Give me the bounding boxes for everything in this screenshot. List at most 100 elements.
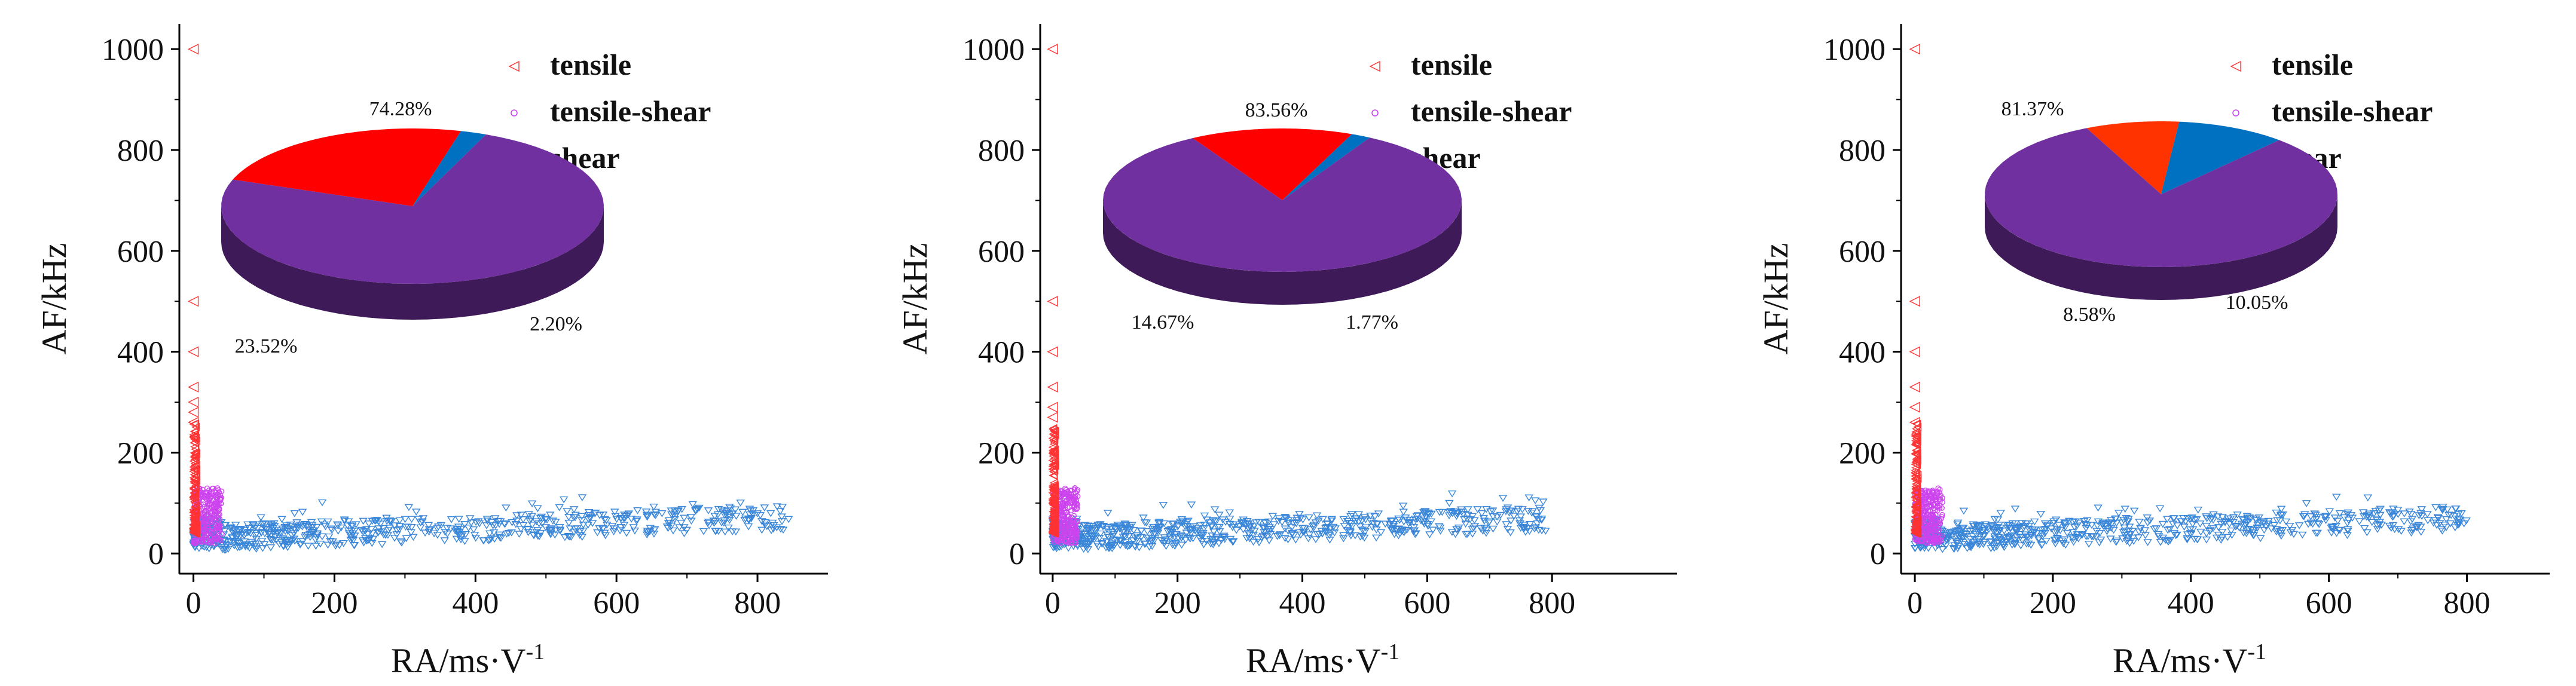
tensile-shear-point (1937, 486, 1943, 493)
shear-point (2423, 511, 2432, 518)
shear-point (2335, 510, 2345, 517)
x-axis-title: RA/ms·V-1 (2113, 639, 2266, 680)
shear-point (2120, 532, 2129, 540)
shear-point (1108, 542, 1117, 550)
tensile-outlier (1047, 44, 1058, 55)
shear-point (1996, 510, 2005, 517)
shear-point (1088, 534, 1097, 542)
shear-point (1264, 537, 1274, 544)
shear-point (1425, 511, 1434, 519)
shear-point (725, 504, 734, 511)
shear-point (2011, 520, 2020, 528)
shear-point (2235, 524, 2244, 532)
shear-point (2242, 527, 2251, 535)
shear-point (1524, 494, 1533, 502)
shear-point (2256, 535, 2265, 543)
shear-point (233, 531, 243, 538)
shear-point (1416, 517, 1426, 525)
shear-point (2103, 528, 2111, 535)
shear-point (1193, 528, 1203, 535)
shear-point (1479, 514, 1489, 522)
shear-point (1463, 506, 1472, 513)
shear-point (1182, 529, 1191, 537)
shear-point (1226, 516, 1234, 523)
tensile-shear-point (1929, 488, 1936, 494)
shear-point (482, 522, 491, 529)
tensile-point (1049, 505, 1059, 514)
shear-point (1309, 524, 1318, 532)
shear-point (1488, 507, 1498, 515)
tensile-shear-point (1064, 500, 1070, 506)
shear-point (2248, 529, 2257, 537)
tensile-shear-point (206, 540, 212, 546)
tensile-shear-point (1072, 522, 1079, 528)
tensile-shear-point (1922, 492, 1929, 498)
shear-point (2019, 525, 2028, 532)
shear-point (442, 525, 452, 532)
shear-point (523, 525, 533, 533)
shear-point (1987, 538, 1996, 546)
shear-point (612, 516, 621, 523)
shear-point (1160, 534, 1169, 541)
tensile-shear-point (200, 510, 206, 516)
shear-point (600, 516, 609, 523)
tensile-shear-point (1939, 514, 1945, 520)
shear-point (308, 528, 317, 536)
shear-point (2454, 521, 2464, 529)
shear-point (1409, 519, 1419, 526)
shear-point (267, 537, 276, 544)
shear-point (1462, 515, 1472, 523)
shear-point (688, 501, 698, 509)
shear-point (502, 504, 511, 512)
shear-point (2299, 513, 2309, 520)
shear-point (1388, 517, 1397, 525)
tensile-shear-point (1929, 503, 1935, 509)
shear-point (2074, 531, 2083, 538)
shear-point (2098, 522, 2107, 529)
tensile-shear-point (204, 485, 210, 491)
shear-point (1135, 544, 1144, 552)
shear-point (1478, 527, 1487, 535)
shear-point (732, 513, 741, 520)
tensile-outlier (1909, 416, 1920, 428)
tensile-shear-point (1067, 487, 1073, 494)
x-tick-label: 200 (2030, 586, 2076, 620)
shear-point (531, 518, 541, 525)
tensile-point (1912, 517, 1921, 526)
shear-point (2376, 512, 2385, 519)
shear-point (1372, 526, 1381, 534)
shear-point (1481, 529, 1491, 537)
shear-point (2112, 519, 2121, 527)
shear-point (2123, 518, 2133, 526)
shear-point (446, 525, 456, 533)
shear-point (1521, 529, 1530, 536)
tensile-outlier (188, 416, 199, 428)
shear-point (1211, 517, 1220, 525)
shear-point (441, 529, 450, 536)
shear-point (390, 535, 399, 542)
shear-point (1518, 506, 1527, 513)
tensile-shear-point (1071, 513, 1077, 519)
tensile-shear-point (1062, 494, 1068, 500)
shear-point (286, 521, 295, 529)
shear-point (651, 512, 661, 519)
shear-point (2321, 513, 2330, 520)
shear-point (1103, 531, 1112, 539)
shear-point (2061, 520, 2070, 528)
shear-point (1967, 526, 1977, 534)
shear-point (251, 532, 260, 540)
shear-point (714, 506, 723, 513)
shear-point (1284, 536, 1292, 544)
shear-point (1259, 523, 1269, 531)
pie-slice-pie_red (1193, 128, 1352, 200)
shear-point (347, 521, 357, 529)
shear-point (550, 531, 560, 539)
shear-point (495, 534, 505, 541)
shear-point (466, 519, 476, 527)
shear-point (1457, 506, 1466, 514)
shear-point (563, 508, 572, 515)
shear-point (271, 537, 281, 544)
shear-point (1202, 537, 1211, 545)
shear-point (2308, 520, 2317, 528)
